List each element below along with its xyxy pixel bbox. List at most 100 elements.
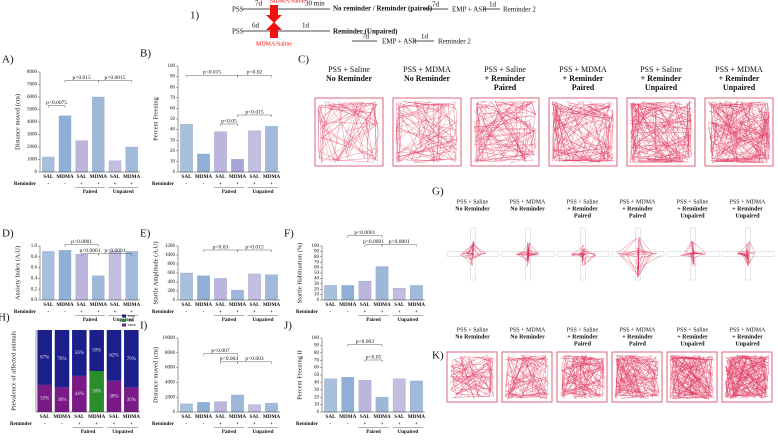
significance-bracket (364, 359, 383, 362)
reminder-sign: + (253, 309, 256, 315)
value-label: 33% (40, 397, 49, 402)
y-tick-label: 40 (314, 381, 320, 386)
track-title: PSS + MDMA (559, 65, 607, 74)
track-title: PSS + MDMA (730, 327, 766, 333)
panel-label: K) (432, 350, 444, 362)
y-tick-label: 0.6 (31, 266, 38, 271)
x-tick-label: SAL (181, 174, 192, 180)
y-tick-label: 5000 (27, 108, 38, 113)
p-value: p<0.003 (245, 356, 263, 362)
reminder-sign: + (398, 309, 401, 315)
x-tick-label: MDMA (88, 414, 106, 420)
reminder-sign: + (236, 181, 239, 187)
bar (248, 130, 261, 173)
y-axis-label: Percent Freezing II (296, 350, 303, 400)
schematic-text: EMP + ASR (382, 38, 417, 46)
group-label: Unpaired (253, 189, 274, 195)
y-tick-label: 1200 (165, 244, 176, 249)
y-axis-label: Anxiety Index (A.U) (14, 246, 21, 300)
bar (324, 378, 337, 413)
track-title: PSS + MDMA (620, 199, 656, 205)
legend-label: IBR (128, 318, 135, 322)
y-tick-label: 20 (314, 287, 320, 292)
reminder-sign: + (236, 309, 239, 315)
track-title: + Reminder (622, 334, 653, 340)
track-title: + Reminder (719, 74, 760, 83)
reminder-sign: + (398, 421, 401, 427)
bar (214, 401, 227, 413)
reminder-sign: - (347, 309, 349, 315)
reminder-sign: + (381, 421, 384, 427)
significance-bracket (64, 80, 99, 83)
arena (721, 351, 773, 403)
y-tick-label: 30 (170, 138, 176, 143)
group-label: Unpaired (397, 429, 418, 435)
reminder-sign: + (270, 421, 273, 427)
p-value: p<0.0001 (363, 239, 384, 245)
bar (180, 272, 193, 301)
significance-bracket (237, 75, 272, 78)
track-path (669, 354, 715, 400)
arena (314, 97, 384, 167)
bar (92, 96, 105, 173)
y-tick-label: 0 (317, 298, 320, 303)
bar-segment (72, 330, 87, 376)
track-title: PSS + MDMA (403, 65, 451, 74)
x-tick-label: MDMA (373, 414, 391, 420)
arena (556, 351, 608, 403)
track-title: Unpaired (680, 341, 705, 347)
value-label: 56% (75, 351, 84, 356)
group-label: Paired (222, 429, 237, 435)
arena (611, 351, 663, 403)
track-title: Unpaired (645, 83, 678, 92)
bar (75, 140, 88, 173)
schematic-text: MDMA/Saline (270, 0, 306, 4)
reminder-sign: + (114, 181, 117, 187)
bar-segment (106, 330, 122, 381)
reminder-sign: + (415, 309, 418, 315)
track-title: PSS + Saline (484, 65, 526, 74)
p-value: p<0.05 (221, 118, 237, 124)
track-title: + Reminder (641, 74, 682, 83)
x-tick-label: MDMA (123, 174, 141, 180)
arena (501, 351, 553, 403)
y-axis-label: Startle Amplitude (A.U) (152, 241, 159, 304)
bar (197, 275, 210, 301)
injection-arrow (266, 22, 282, 38)
p-value: p<0.004 (220, 356, 238, 362)
x-tick-label: SAL (249, 302, 260, 308)
reminder-sign: + (78, 421, 81, 427)
schematic-text: Reminder (Unpaired) (333, 28, 398, 36)
bar-segment (89, 330, 104, 371)
schematic-text: Reminder 2 (438, 38, 471, 46)
track-title: Paired (494, 83, 517, 92)
y-tick-label: 20 (314, 395, 320, 400)
y-tick-label: 0 (173, 170, 176, 175)
figure-label: 1) (190, 10, 200, 22)
group-label: Paired (222, 317, 237, 323)
value-label: 67% (40, 356, 49, 361)
y-tick-label: 0 (35, 170, 38, 175)
reminder-sign: + (253, 421, 256, 427)
track-path (737, 240, 756, 267)
value-label: 30% (57, 398, 66, 403)
track-path (616, 236, 662, 278)
group-label: Unpaired (253, 317, 274, 323)
track-title: PSS + Saline (457, 199, 489, 205)
panel-label: B) (140, 48, 151, 60)
x-tick-label: SAL (360, 414, 371, 420)
x-tick-label: SAL (249, 414, 260, 420)
x-tick-label: MDMA (229, 414, 247, 420)
arena (470, 97, 540, 167)
reminder-sign: + (80, 181, 83, 187)
value-label: 44% (75, 392, 84, 397)
y-tick-label: 90 (170, 75, 176, 80)
track-title: Paired (574, 341, 592, 347)
value-label: 70% (57, 357, 66, 362)
bar-segment (72, 375, 87, 412)
reminder-sign: + (80, 309, 83, 315)
x-tick-label: SAL (110, 302, 121, 308)
bar (214, 131, 227, 173)
significance-bracket (203, 249, 238, 252)
